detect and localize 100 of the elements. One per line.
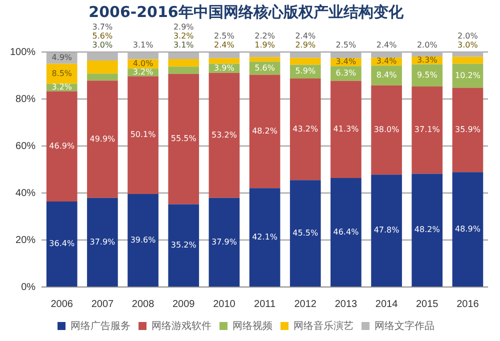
- data-label: 2.4%: [376, 40, 398, 50]
- bar: [371, 52, 402, 58]
- bar: [412, 52, 443, 56]
- data-label: 1.9%: [254, 40, 276, 50]
- x-tick-label: 2016: [456, 298, 480, 310]
- data-label: 3.2%: [173, 32, 194, 41]
- data-label: 2.2%: [254, 32, 276, 41]
- data-label: 5.9%: [295, 66, 316, 76]
- bar: [452, 52, 484, 57]
- bar: [87, 80, 118, 198]
- bar: [290, 78, 321, 180]
- data-label: 2.0%: [416, 40, 438, 50]
- data-label: 5.6%: [92, 32, 114, 41]
- data-label: 37.9%: [211, 237, 238, 246]
- bar: [452, 172, 484, 286]
- data-label: 55.5%: [170, 134, 197, 144]
- data-label: 39.6%: [130, 235, 156, 244]
- data-label: 46.4%: [333, 227, 360, 236]
- data-label: 3.3%: [416, 55, 438, 64]
- y-tick-label: 40%: [16, 188, 36, 199]
- y-tick-label: 100%: [10, 46, 36, 58]
- bar: [128, 52, 158, 60]
- bar: [371, 66, 402, 86]
- x-tick-label: 2011: [254, 298, 276, 310]
- bar: [330, 80, 362, 178]
- data-label: 36.4%: [49, 239, 75, 248]
- data-label: 3.9%: [214, 63, 235, 72]
- bar: [330, 52, 362, 58]
- data-label: 10.2%: [454, 70, 481, 80]
- x-tick-label: 2008: [132, 298, 155, 310]
- data-label: 3.1%: [132, 40, 154, 50]
- bar: [330, 178, 362, 286]
- bar: [290, 52, 321, 58]
- bar: [168, 204, 200, 286]
- data-label: 3.1%: [173, 40, 194, 50]
- bar: [87, 60, 118, 74]
- bar: [87, 198, 118, 286]
- data-label: 2.4%: [295, 32, 316, 41]
- data-label: 41.3%: [333, 124, 360, 134]
- data-label: 49.9%: [90, 134, 116, 144]
- data-label: 3.4%: [376, 56, 398, 66]
- data-label: 35.2%: [170, 240, 197, 250]
- data-label: 48.9%: [454, 224, 481, 234]
- data-label: 4.0%: [132, 59, 154, 68]
- bar: [128, 76, 158, 194]
- data-label: 2.4%: [214, 40, 235, 50]
- bar: [168, 74, 200, 204]
- data-label: 3.2%: [132, 68, 154, 77]
- data-label: 2.5%: [336, 40, 357, 50]
- x-tick-label: 2010: [213, 298, 236, 310]
- x-tick-label: 2014: [375, 298, 398, 310]
- bar: [371, 85, 402, 175]
- bar: [412, 174, 443, 286]
- data-label: 2.9%: [173, 22, 194, 32]
- data-label: 37.1%: [414, 125, 440, 134]
- bar: [452, 56, 484, 64]
- legend-label: 网络广告服务: [70, 320, 130, 332]
- x-tick-label: 2007: [91, 298, 114, 310]
- legend-label: 网络文字作品: [374, 320, 434, 332]
- data-label: 2.9%: [295, 40, 316, 50]
- bar: [128, 194, 158, 286]
- bar: [208, 52, 240, 58]
- data-label: 8.4%: [376, 70, 398, 80]
- bar: [249, 74, 280, 188]
- data-label: 48.2%: [414, 225, 440, 234]
- bar: [168, 52, 200, 60]
- data-label: 3.7%: [92, 22, 114, 32]
- bar: [290, 58, 321, 65]
- y-tick-label: 20%: [16, 234, 36, 246]
- data-label: 42.1%: [252, 232, 278, 242]
- data-label: 3.2%: [52, 82, 72, 92]
- data-label: 9.5%: [416, 70, 438, 80]
- y-tick-label: 0%: [21, 282, 36, 293]
- bar: [412, 86, 443, 174]
- bar: [290, 180, 321, 286]
- x-tick-label: 2006: [50, 298, 74, 310]
- data-label: 2.5%: [214, 32, 235, 41]
- bar: [208, 72, 240, 198]
- data-label: 3.0%: [92, 40, 114, 50]
- legend-label: 网络游戏软件: [152, 320, 212, 332]
- bar: [371, 174, 402, 286]
- x-tick-label: 2013: [334, 298, 358, 310]
- chart-title: 2006-2016年中国网络核心版权产业结构变化: [88, 2, 404, 21]
- bar: [249, 57, 280, 62]
- data-label: 38.0%: [374, 125, 400, 134]
- y-tick-label: 60%: [16, 140, 36, 152]
- data-label: 45.5%: [292, 228, 318, 238]
- y-tick-label: 80%: [16, 94, 36, 105]
- data-label: 3.4%: [336, 57, 357, 66]
- bar: [452, 88, 484, 172]
- legend-label: 网络音乐演艺: [294, 320, 354, 332]
- bar: [208, 198, 240, 286]
- data-label: 48.2%: [252, 126, 278, 136]
- bar: [87, 52, 118, 60]
- bar: [46, 91, 78, 202]
- bar: [249, 52, 280, 58]
- data-label: 8.5%: [52, 68, 72, 78]
- data-label: 43.2%: [292, 124, 318, 134]
- bar: [46, 201, 78, 286]
- x-tick-label: 2009: [172, 298, 196, 310]
